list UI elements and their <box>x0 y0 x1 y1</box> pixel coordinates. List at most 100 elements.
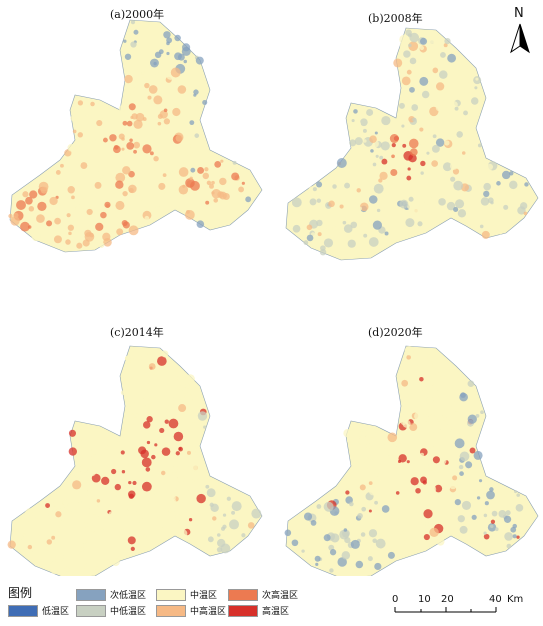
legend-item-high: 高温区 <box>228 604 289 617</box>
heat-patch <box>512 534 517 539</box>
heat-patch <box>178 447 182 451</box>
heat-patch <box>459 525 468 534</box>
heat-patch <box>147 493 158 504</box>
heat-patch <box>422 497 431 506</box>
heat-patch <box>350 539 360 549</box>
heat-patch <box>133 119 143 129</box>
heat-patch <box>340 170 347 176</box>
heat-patch <box>475 77 479 81</box>
region-map-b <box>285 27 539 261</box>
heat-patch <box>360 532 366 537</box>
heat-patch <box>16 200 26 211</box>
heat-patch <box>474 86 478 90</box>
legend: 图例 低温区 次低温区 中低温区 中温区 中高温区 次高温区 高温区 <box>6 584 306 624</box>
heat-patch <box>439 70 448 79</box>
heat-patch <box>444 140 450 146</box>
heat-patch <box>178 185 189 195</box>
heat-patch <box>169 363 173 368</box>
heat-patch <box>440 52 446 58</box>
heat-patch <box>483 190 490 197</box>
heat-patch <box>79 547 85 552</box>
heat-patch <box>214 160 222 168</box>
heat-patch <box>144 82 150 89</box>
heat-patch <box>189 413 199 423</box>
heat-patch <box>89 233 94 238</box>
heat-patch <box>108 511 116 518</box>
heat-patch <box>451 401 462 412</box>
legend-label: 中温区 <box>190 591 218 601</box>
heat-patch <box>430 481 436 486</box>
heat-patch <box>422 490 427 495</box>
map-panel-d: (d)2020年 <box>272 316 542 576</box>
heat-patch <box>188 518 193 522</box>
heat-patch <box>124 53 132 60</box>
heat-patch <box>125 83 135 94</box>
heat-patch <box>130 546 135 551</box>
heat-patch <box>481 230 490 239</box>
heat-patch <box>492 214 500 221</box>
heat-patch <box>206 488 216 498</box>
heat-patch <box>471 514 477 520</box>
heat-patch <box>478 479 483 483</box>
heat-patch <box>189 176 193 181</box>
panel-title-c: (c)2014年 <box>110 326 164 339</box>
heat-patch <box>398 454 407 463</box>
heat-patch <box>390 168 398 176</box>
heat-patch <box>414 411 424 421</box>
heat-patch <box>80 162 88 169</box>
legend-item-mid: 中温区 <box>156 588 217 601</box>
heat-patch <box>349 501 354 507</box>
heat-patch <box>435 138 445 147</box>
heat-patch <box>355 560 364 569</box>
heat-patch <box>195 448 200 453</box>
region-shape <box>9 19 263 253</box>
heat-patch <box>126 141 135 150</box>
heat-patch <box>509 171 514 176</box>
heat-patch <box>379 155 384 160</box>
heat-patch <box>436 537 445 546</box>
heat-patch <box>46 220 53 227</box>
heat-patch <box>109 134 117 142</box>
heat-patch <box>344 536 351 544</box>
scale-bar: 0 10 20 40 Km <box>385 588 535 618</box>
heat-patch <box>114 554 119 559</box>
heat-patch <box>31 231 41 242</box>
heat-patch <box>184 147 193 156</box>
heat-patch <box>406 355 411 360</box>
heat-patch <box>70 115 76 121</box>
heat-patch <box>491 182 495 186</box>
heat-patch <box>68 447 77 456</box>
heat-patch <box>38 181 49 192</box>
heat-patch <box>474 152 479 157</box>
heat-patch <box>401 124 405 128</box>
heat-patch <box>429 430 434 434</box>
heat-patch <box>26 508 33 516</box>
heat-patch <box>468 66 473 70</box>
heat-patch <box>52 516 57 522</box>
heat-patch <box>347 239 356 248</box>
heat-patch <box>369 135 377 143</box>
heat-patch <box>476 496 481 500</box>
heat-patch <box>399 34 409 45</box>
heat-patch <box>7 540 16 549</box>
heat-patch <box>27 544 33 550</box>
heat-patch <box>209 183 214 189</box>
heat-patch <box>128 170 135 178</box>
heat-patch <box>430 125 439 133</box>
heat-patch <box>368 237 379 247</box>
heat-patch <box>196 220 205 228</box>
heat-patch <box>192 491 196 495</box>
legend-swatch <box>76 588 106 601</box>
heat-patch <box>124 355 130 361</box>
heat-patch <box>166 407 176 417</box>
heat-patch <box>15 542 20 547</box>
heat-patch <box>503 204 509 210</box>
legend-item-mid-low: 中低温区 <box>76 604 146 617</box>
heat-patch <box>163 192 172 200</box>
heat-patch <box>102 232 111 241</box>
heat-patch <box>205 484 210 489</box>
heat-patch <box>172 394 181 403</box>
heat-patch <box>22 533 26 537</box>
heat-patch <box>116 228 124 236</box>
heat-patch <box>144 215 150 221</box>
